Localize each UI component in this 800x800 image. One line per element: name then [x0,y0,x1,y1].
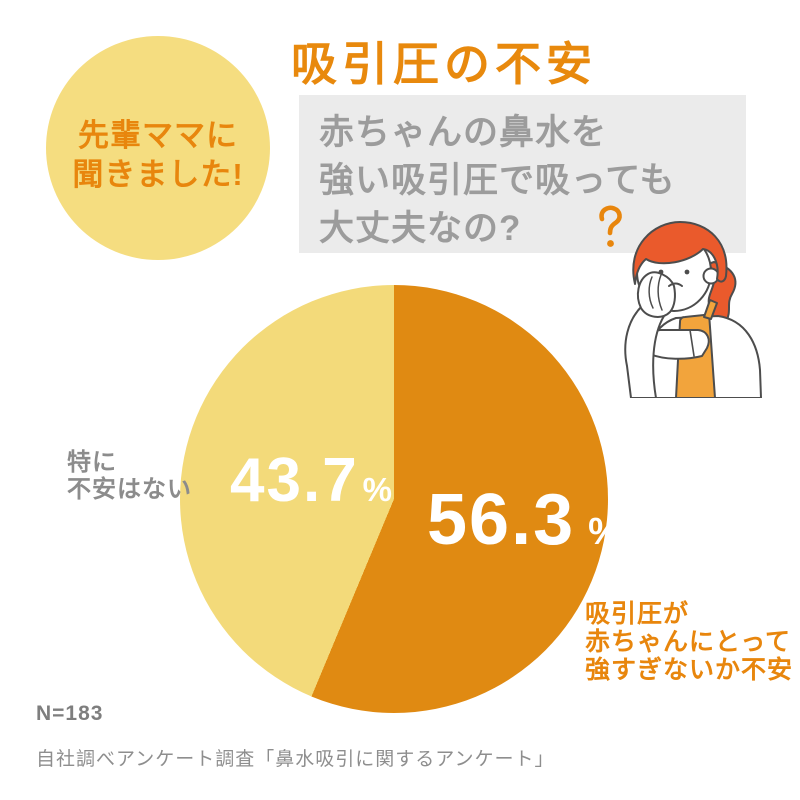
pie-value-anxious: 56.3 [427,480,576,560]
question-line-1: 赤ちゃんの鼻水を [319,113,608,152]
thinking-woman-illustration [624,221,762,398]
callout-no-anxiety: 特に 不安はない [67,449,192,503]
pie-label-anxious: 56.3% [427,484,622,556]
badge-line-2: 聞きました! [72,157,244,192]
pie-value-no-anxiety: 43.7 [230,446,359,515]
pie-unit-no-anxiety: % [362,471,393,508]
badge-line-1: 先輩ママに [78,118,238,153]
pie-label-no-anxiety: 43.7% [230,450,392,512]
callout-anxious-line-3: 強すぎないか不安 [585,656,794,684]
survey-source: 自社調べアンケート調査「鼻水吸引に関するアンケート」 [36,749,555,770]
callout-anxious-line-1: 吸引圧が [585,600,690,628]
question-box: 赤ちゃんの鼻水を 強い吸引圧で吸っても 大丈夫なの? [299,95,746,253]
question-mark-icon [599,205,622,247]
callout-no-anxiety-line-2: 不安はない [67,476,192,503]
question-line-3: 大丈夫なの? [319,209,522,248]
badge-circle: 先輩ママに 聞きました! [46,36,270,260]
callout-anxious-line-2: 赤ちゃんにとって [585,628,792,656]
callout-no-anxiety-line-1: 特に [67,449,117,476]
sample-size-label: N=183 [36,702,104,725]
pie-chart [180,285,608,713]
page-title: 吸引圧の不安 [291,38,597,90]
question-line-2: 強い吸引圧で吸っても [319,161,676,200]
callout-anxious: 吸引圧が 赤ちゃんにとって 強すぎないか不安 [585,600,793,684]
pie-unit-anxious: % [588,511,622,553]
